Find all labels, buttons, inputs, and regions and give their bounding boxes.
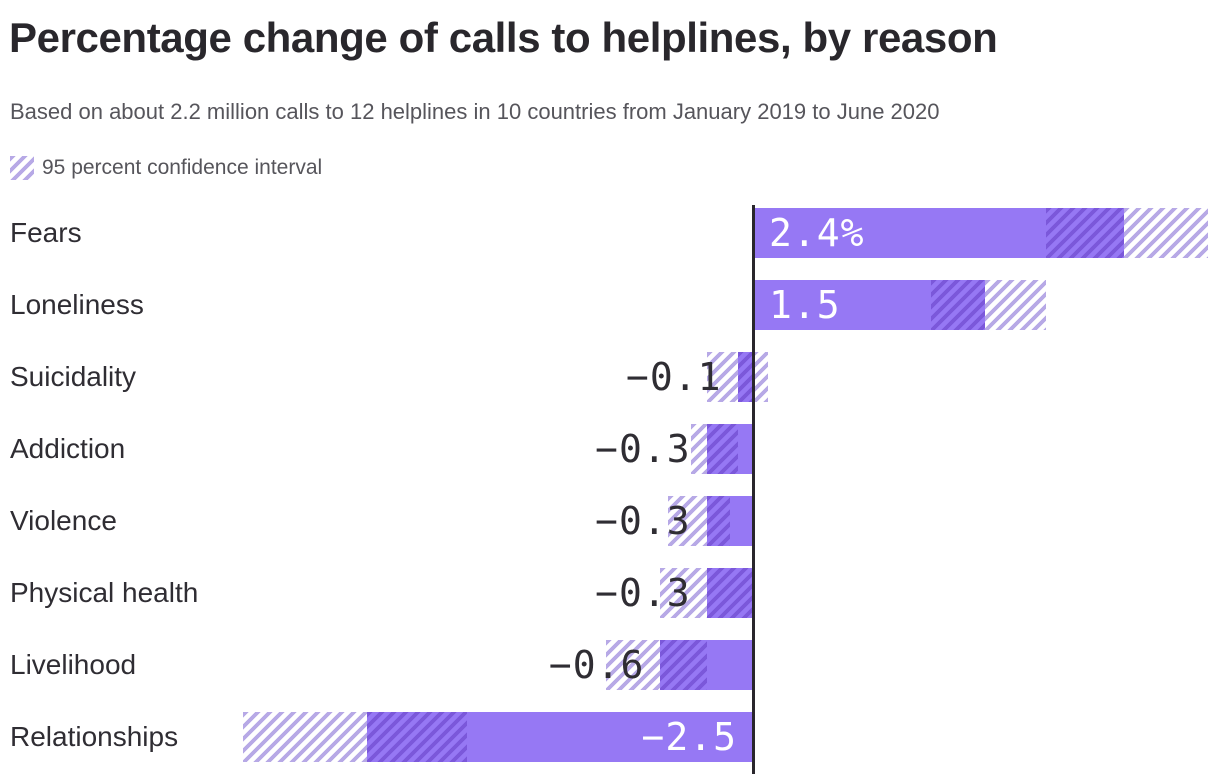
diagonal-hatch-swatch-icon [10, 156, 34, 180]
bar-row: Fears 2.4% [0, 208, 1220, 258]
ci-inside-bar-hatch [660, 640, 707, 690]
value-label: 1.5 [769, 283, 841, 327]
value-label: −0.1 [626, 355, 722, 399]
category-label: Loneliness [10, 289, 144, 320]
value-label: −0.3 [595, 427, 691, 471]
bar-row: Suicidality −0.1 [0, 352, 1220, 402]
category-label: Livelihood [10, 649, 137, 680]
chart-title: Percentage change of calls to helplines,… [9, 14, 998, 61]
value-label: −0.3 [595, 571, 691, 615]
value-label: −0.6 [548, 643, 645, 687]
ci-inside-bar-hatch [706, 424, 738, 474]
ci-inside-bar-hatch [367, 712, 468, 762]
bar-row: Livelihood −0.6 [0, 640, 1220, 690]
category-label: Fears [10, 217, 82, 248]
bar-row: Physical health −0.3 [0, 568, 1220, 618]
category-label: Physical health [10, 577, 199, 608]
ci-outside-bar-hatch [984, 280, 1047, 330]
value-label: −0.3 [595, 499, 691, 543]
ci-outside-bar-hatch [706, 352, 738, 402]
value-label: −2.5 [641, 715, 737, 759]
ci-inside-bar-hatch [1046, 208, 1124, 258]
ci-inside-bar-hatch [706, 568, 753, 618]
bar-row: Relationships −2.5 [0, 712, 1220, 762]
ci-inside-bar-hatch [706, 496, 730, 546]
ci-inside-bar-hatch [737, 352, 753, 402]
value-label: 2.4% [769, 211, 865, 255]
chart-subtitle: Based on about 2.2 million calls to 12 h… [10, 99, 940, 124]
category-label: Suicidality [10, 361, 137, 392]
ci-outside-bar-hatch [668, 496, 707, 546]
ci-legend: 95 percent confidence interval [10, 155, 322, 181]
ci-outside-bar-hatch [753, 352, 769, 402]
category-label: Relationships [10, 721, 179, 752]
category-label: Violence [10, 505, 117, 536]
ci-outside-bar-hatch [606, 640, 661, 690]
ci-outside-bar-hatch [660, 568, 707, 618]
bar-row: Loneliness 1.5 [0, 280, 1220, 330]
ci-inside-bar-hatch [930, 280, 985, 330]
ci-outside-bar-hatch [243, 712, 367, 762]
bar-row: Violence −0.3 [0, 496, 1220, 546]
category-label: Addiction [10, 433, 126, 464]
zero-baseline-axis [751, 205, 755, 774]
ci-outside-bar-hatch [1123, 208, 1209, 258]
bar-row: Addiction −0.3 [0, 424, 1220, 474]
ci-legend-label: 95 percent confidence interval [42, 156, 323, 179]
ci-outside-bar-hatch [691, 424, 707, 474]
